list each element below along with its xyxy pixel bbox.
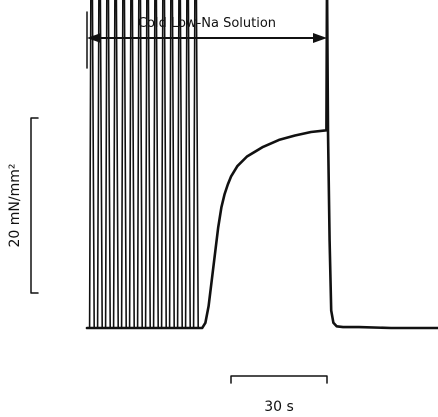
time-scale-bar-label: 30 s <box>264 399 294 415</box>
time-scale-bar: 30 s <box>230 375 328 415</box>
twitch-transient <box>168 0 175 329</box>
twitch-transient <box>176 0 183 329</box>
twitch-transient <box>136 0 143 329</box>
twitch-transient <box>104 0 111 329</box>
twitch-transients <box>88 0 199 329</box>
twitch-transient <box>184 0 191 329</box>
twitch-transient <box>144 0 151 329</box>
twitch-transient <box>120 0 127 329</box>
twitch-transient <box>88 0 95 329</box>
bracket-left-arrowhead <box>87 33 101 43</box>
force-scale-bar: 20 mN/mm² <box>7 117 39 294</box>
twitch-transient <box>112 0 119 329</box>
solution-label: Cold Low-Na Solution <box>138 16 276 31</box>
time-scale-bar-line <box>230 375 328 384</box>
twitch-transient <box>96 0 103 329</box>
twitch-transient <box>192 0 199 329</box>
bracket-label-background <box>113 12 297 32</box>
twitch-transient <box>128 0 135 329</box>
force-scale-bar-label: 20 mN/mm² <box>7 164 23 248</box>
force-scale-bar-line <box>30 117 39 294</box>
twitch-transient <box>160 0 167 329</box>
bracket-right-arrowhead <box>313 33 327 43</box>
twitch-transient <box>152 0 159 329</box>
tension-trace-line <box>85 0 438 330</box>
